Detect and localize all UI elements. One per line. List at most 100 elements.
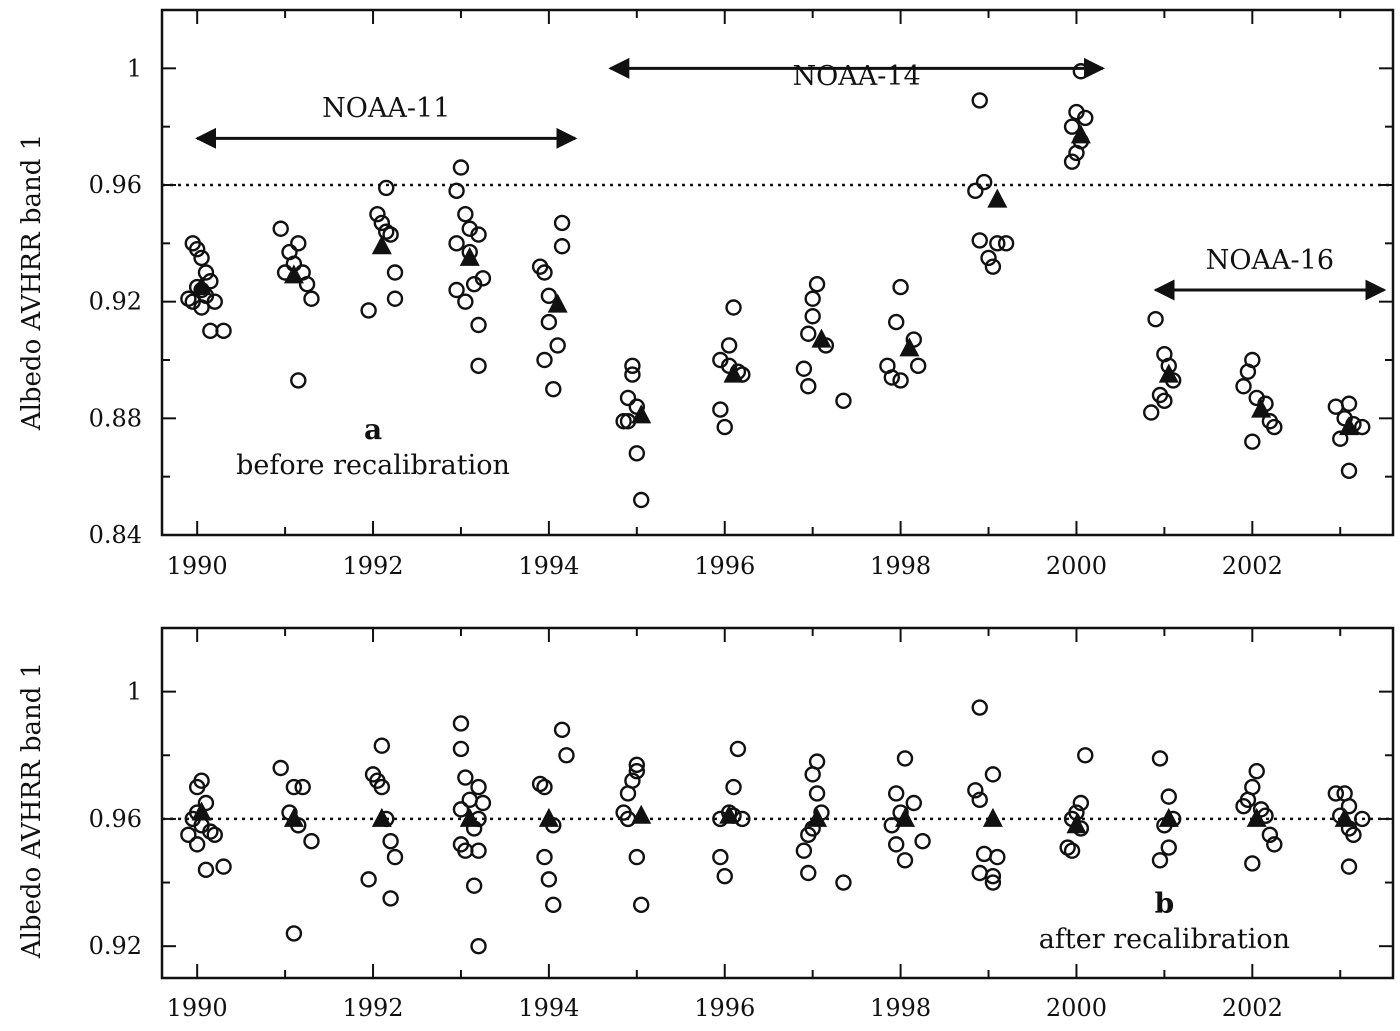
data-point <box>795 842 813 859</box>
data-point <box>909 357 927 375</box>
x-tick-label: 2002 <box>1222 552 1283 580</box>
data-point <box>373 737 391 754</box>
y-axis-title: Albedo AVHRR band 1 <box>17 134 47 431</box>
data-point <box>619 389 637 407</box>
data-point <box>633 896 650 914</box>
data-point <box>615 413 632 430</box>
data-point <box>188 836 206 853</box>
mean-marker <box>719 804 740 824</box>
data-point <box>905 794 922 812</box>
data-point <box>180 826 197 844</box>
satellite-label: NOAA-14 <box>793 61 921 92</box>
mean-marker <box>459 246 480 266</box>
data-point <box>628 848 646 866</box>
mean-marker <box>807 807 828 827</box>
data-point <box>457 769 474 786</box>
data-point <box>720 337 738 354</box>
data-point <box>452 159 470 176</box>
data-point <box>1063 842 1081 859</box>
y-tick-label: 0.96 <box>89 171 142 199</box>
data-point <box>457 205 474 223</box>
data-point <box>290 372 307 389</box>
mean-marker <box>982 807 1003 827</box>
data-point <box>272 759 289 777</box>
data-point <box>470 937 487 955</box>
data-point <box>804 290 821 307</box>
data-point <box>1261 826 1279 844</box>
data-point <box>540 313 558 331</box>
data-point <box>193 299 210 316</box>
data-point <box>545 896 562 914</box>
x-tick-label: 1998 <box>870 552 931 580</box>
y-tick-label: 1 <box>127 54 142 82</box>
data-point <box>800 864 817 882</box>
data-point <box>971 791 988 809</box>
mean-marker <box>1158 807 1179 827</box>
data-point <box>975 173 993 191</box>
data-point <box>1266 836 1283 853</box>
data-point <box>1147 310 1164 328</box>
data-point <box>1077 747 1094 764</box>
data-point <box>373 214 391 232</box>
data-point <box>188 240 206 258</box>
data-point <box>1354 810 1371 828</box>
data-point <box>386 290 404 307</box>
data-point <box>553 721 571 739</box>
x-tick-label: 1998 <box>870 994 931 1022</box>
mean-marker <box>1158 363 1179 383</box>
x-tick-label: 2000 <box>1046 994 1107 1022</box>
data-point <box>545 380 562 398</box>
data-point <box>1072 794 1090 812</box>
x-tick-label: 1996 <box>694 552 755 580</box>
y-tick-label: 0.84 <box>89 521 142 549</box>
data-point <box>716 418 733 436</box>
data-point <box>1332 430 1349 447</box>
data-point <box>188 778 206 796</box>
data-point <box>980 249 997 267</box>
data-point <box>465 877 483 894</box>
y-tick-label: 0.96 <box>89 805 142 833</box>
data-point <box>470 316 487 334</box>
data-point <box>448 235 465 252</box>
data-point <box>804 766 821 783</box>
data-point <box>202 322 219 340</box>
data-point <box>298 275 316 293</box>
mean-marker <box>371 807 392 827</box>
data-point <box>989 848 1006 866</box>
data-point <box>800 325 817 342</box>
data-point <box>536 264 553 281</box>
data-point <box>808 785 826 802</box>
data-point <box>536 351 553 369</box>
data-point <box>373 778 391 796</box>
y-tick-label: 0.92 <box>89 288 142 316</box>
panel-letter: a <box>364 413 382 446</box>
mean-marker <box>631 404 652 424</box>
x-tick-label: 1992 <box>342 552 403 580</box>
data-point <box>971 92 988 109</box>
mean-marker <box>631 804 652 824</box>
data-point <box>1354 418 1371 436</box>
mean-marker <box>1246 807 1267 827</box>
data-point <box>997 235 1015 252</box>
panel-annotation: after recalibration <box>1039 924 1290 955</box>
data-point <box>540 287 558 305</box>
data-point <box>1327 785 1345 802</box>
data-point <box>474 794 492 812</box>
data-point <box>729 740 747 758</box>
data-point <box>360 302 377 319</box>
data-point <box>896 750 914 767</box>
x-tick-label: 1994 <box>518 994 579 1022</box>
satellite-label: NOAA-11 <box>322 93 450 124</box>
data-point <box>386 264 404 281</box>
data-point <box>1068 144 1085 162</box>
mean-marker <box>547 293 568 313</box>
data-point <box>303 290 320 307</box>
data-point <box>369 205 386 223</box>
x-tick-label: 1996 <box>694 994 755 1022</box>
data-point <box>448 182 465 200</box>
data-point <box>971 232 988 249</box>
data-point <box>984 258 1002 275</box>
data-point <box>197 264 215 281</box>
data-point <box>967 782 984 799</box>
